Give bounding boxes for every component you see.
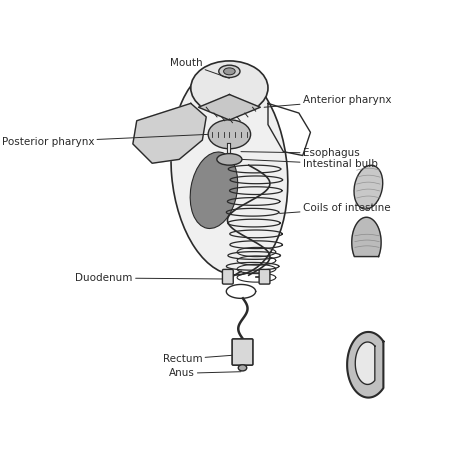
Ellipse shape <box>217 153 242 165</box>
Ellipse shape <box>191 61 268 115</box>
Polygon shape <box>347 332 383 397</box>
Text: Duodenum: Duodenum <box>75 273 231 283</box>
Ellipse shape <box>219 65 240 77</box>
Polygon shape <box>133 104 206 163</box>
Ellipse shape <box>208 120 251 149</box>
Text: Anus: Anus <box>169 369 241 378</box>
Text: Mouth: Mouth <box>170 58 229 78</box>
FancyBboxPatch shape <box>222 270 233 284</box>
Text: Anterior pharynx: Anterior pharynx <box>264 95 391 107</box>
Ellipse shape <box>190 152 238 229</box>
Polygon shape <box>355 342 375 384</box>
FancyBboxPatch shape <box>232 339 253 365</box>
Polygon shape <box>199 94 260 120</box>
Text: Intestinal bulb: Intestinal bulb <box>241 159 378 169</box>
Polygon shape <box>352 217 381 256</box>
FancyBboxPatch shape <box>259 270 270 284</box>
Text: Posterior pharynx: Posterior pharynx <box>2 134 210 147</box>
Ellipse shape <box>238 365 247 371</box>
Ellipse shape <box>354 165 383 209</box>
Text: Rectum: Rectum <box>163 354 245 364</box>
Ellipse shape <box>224 68 235 75</box>
Ellipse shape <box>171 67 288 275</box>
Text: Coils of intestine: Coils of intestine <box>280 203 391 213</box>
Text: Esophagus: Esophagus <box>241 148 359 158</box>
